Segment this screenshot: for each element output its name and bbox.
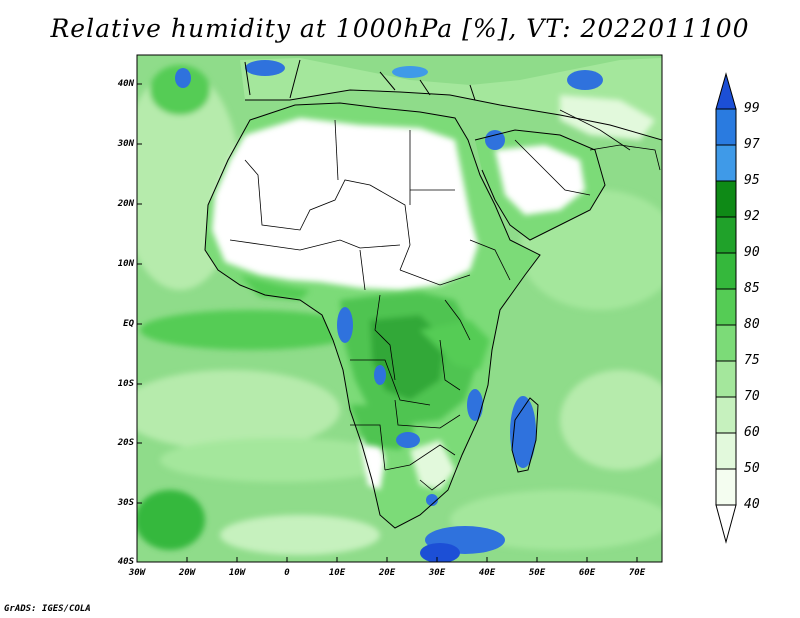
footer-credit: GrADS: IGES/COLA xyxy=(4,604,91,614)
map-title: Relative humidity at 1000hPa [%], VT: 20… xyxy=(50,14,750,43)
colorbar-bin-50-60 xyxy=(715,432,737,470)
lat-label-20s: 20S xyxy=(117,438,134,448)
lon-label-30w: 30W xyxy=(128,568,146,578)
lon-label-0: 0 xyxy=(284,568,290,578)
plot-frame xyxy=(136,54,663,563)
colorbar-label-75: 75 xyxy=(744,353,760,368)
europe-landmass xyxy=(240,58,662,140)
colorbar-label-85: 85 xyxy=(744,281,760,296)
colorbar-label-70: 70 xyxy=(744,389,760,404)
lat-label-40s: 40S xyxy=(117,557,134,567)
lon-label-60e: 60E xyxy=(578,568,596,578)
colorbar-bin-85-90 xyxy=(715,252,737,290)
saturated-patches xyxy=(175,60,603,562)
lat-label-30n: 30N xyxy=(117,139,134,149)
lon-label-30e: 30E xyxy=(428,568,446,578)
colorbar-bin-75-80 xyxy=(715,324,737,362)
humidity-field xyxy=(137,55,662,562)
colorbar-top-arrow xyxy=(715,72,737,110)
lat-label-10s: 10S xyxy=(117,379,134,389)
africa-coastline xyxy=(204,102,541,529)
lat-label-20n: 20N xyxy=(117,199,134,209)
lon-label-10e: 10E xyxy=(328,568,346,578)
ocean-bands xyxy=(137,65,662,555)
colorbar-bin-97-99 xyxy=(715,108,737,146)
colorbar-label-97: 97 xyxy=(744,137,760,152)
colorbar-label-80: 80 xyxy=(744,317,760,332)
colorbar-bottom-arrow xyxy=(715,504,737,544)
lat-label-10n: 10N xyxy=(117,259,134,269)
lon-label-20w: 20W xyxy=(178,568,196,578)
axis-ticks xyxy=(137,83,638,562)
lat-label-40n: 40N xyxy=(117,79,134,89)
colorbar xyxy=(715,72,737,544)
colorbar-bin-95-97 xyxy=(715,144,737,182)
colorbar-bin-40-50 xyxy=(715,468,737,506)
colorbar-label-40: 40 xyxy=(744,497,760,512)
lon-label-40e: 40E xyxy=(478,568,496,578)
lat-label-30s: 30S xyxy=(117,498,134,508)
colorbar-bin-90-92 xyxy=(715,216,737,254)
lon-label-50e: 50E xyxy=(528,568,546,578)
colorbar-bin-80-85 xyxy=(715,288,737,326)
madagascar xyxy=(511,397,539,473)
colorbar-label-95: 95 xyxy=(744,173,760,188)
arabia-coastline xyxy=(474,129,606,241)
country-borders xyxy=(229,109,661,491)
colorbar-label-90: 90 xyxy=(744,245,760,260)
europe-coastline xyxy=(244,59,662,141)
lon-label-20e: 20E xyxy=(378,568,396,578)
lon-label-70e: 70E xyxy=(628,568,646,578)
colorbar-bin-92-95 xyxy=(715,180,737,218)
colorbar-bin-70-75 xyxy=(715,360,737,398)
colorbar-label-99: 99 xyxy=(744,101,760,116)
colorbar-label-92: 92 xyxy=(744,209,760,224)
colorbar-bin-60-70 xyxy=(715,396,737,434)
moist-regions xyxy=(240,275,490,450)
lon-label-10w: 10W xyxy=(228,568,246,578)
colorbar-label-60: 60 xyxy=(744,425,760,440)
lat-label-eq: EQ xyxy=(123,319,134,329)
colorbar-label-50: 50 xyxy=(744,461,760,476)
